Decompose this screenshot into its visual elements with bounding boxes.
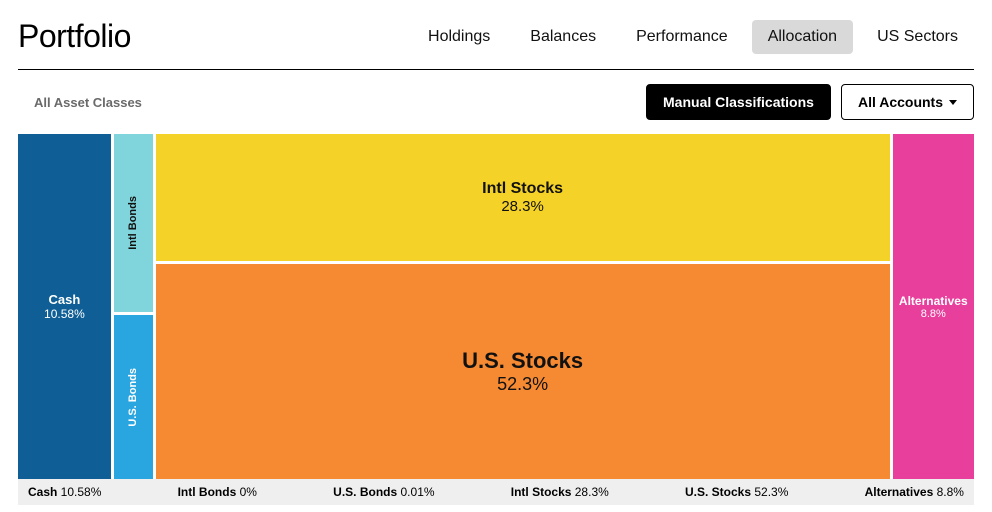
tab-holdings[interactable]: Holdings [412, 20, 506, 54]
page-title: Portfolio [18, 18, 131, 55]
treemap-cell-value: 8.8% [921, 308, 946, 320]
asset-class-filter[interactable]: All Asset Classes [34, 95, 142, 110]
legend-item: Cash 10.58% [28, 485, 101, 499]
treemap-cell-label: Cash [49, 292, 81, 307]
treemap-cell-intl-stocks[interactable]: Intl Stocks28.3% [156, 134, 890, 261]
subbar: All Asset Classes Manual Classifications… [18, 70, 974, 134]
chevron-down-icon [949, 100, 957, 105]
treemap-cell-cash[interactable]: Cash10.58% [18, 134, 111, 479]
treemap-cell-value: 10.58% [44, 307, 85, 321]
tab-bar: Holdings Balances Performance Allocation… [412, 20, 974, 54]
treemap-cell-value: 52.3% [497, 374, 548, 395]
treemap-cell-label: Alternatives [899, 294, 968, 308]
legend-item: U.S. Stocks 52.3% [685, 485, 788, 499]
treemap-cell-label: U.S. Bonds [127, 368, 139, 427]
treemap-cell-label: Intl Stocks [482, 180, 563, 198]
treemap-cell-us-stocks[interactable]: U.S. Stocks52.3% [156, 264, 890, 479]
treemap-cell-alternatives[interactable]: Alternatives8.8% [893, 134, 974, 479]
header: Portfolio Holdings Balances Performance … [18, 0, 974, 70]
tab-allocation[interactable]: Allocation [752, 20, 853, 54]
manual-classifications-button[interactable]: Manual Classifications [646, 84, 831, 120]
accounts-dropdown[interactable]: All Accounts [841, 84, 974, 120]
treemap-cell-label: U.S. Stocks [462, 348, 583, 374]
accounts-dropdown-label: All Accounts [858, 94, 943, 110]
legend-item: Intl Bonds 0% [178, 485, 257, 499]
tab-us-sectors[interactable]: US Sectors [861, 20, 974, 54]
treemap-cell-intl-bonds[interactable]: Intl Bonds [114, 134, 153, 312]
legend-item: U.S. Bonds 0.01% [333, 485, 434, 499]
legend-item: Alternatives 8.8% [865, 485, 964, 499]
treemap-cell-label: Intl Bonds [127, 196, 139, 250]
allocation-legend: Cash 10.58% Intl Bonds 0% U.S. Bonds 0.01%… [18, 479, 974, 505]
tab-balances[interactable]: Balances [514, 20, 612, 54]
tab-performance[interactable]: Performance [620, 20, 744, 54]
treemap-cell-us-bonds[interactable]: U.S. Bonds [114, 315, 153, 479]
treemap-cell-value: 28.3% [501, 198, 544, 215]
legend-item: Intl Stocks 28.3% [511, 485, 609, 499]
subbar-controls: Manual Classifications All Accounts [646, 84, 974, 120]
allocation-treemap: Cash10.58% Intl Bonds U.S. Bonds Intl Stock… [18, 134, 974, 479]
